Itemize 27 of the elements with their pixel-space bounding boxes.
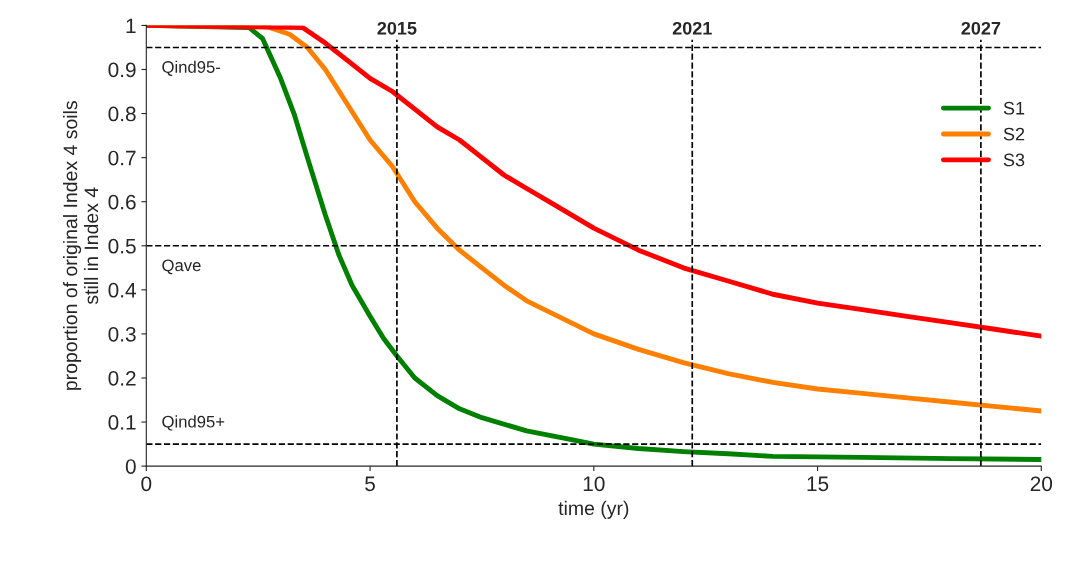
y-axis-title: proportion of original Index 4 soils still in Index 4 [63, 101, 99, 390]
annotation: 2027 [961, 21, 1001, 35]
x-tick-label: 15 [807, 476, 829, 492]
y-tick-label: 0.7 [108, 150, 136, 166]
y-tick-label: 0.6 [108, 194, 136, 210]
legend-label: S2 [1003, 127, 1025, 141]
ref-line-label: Qave [162, 259, 201, 275]
legend-label: S3 [1003, 153, 1025, 167]
y-tick-label: 0.4 [108, 282, 136, 298]
legend-label: S1 [1003, 101, 1025, 115]
ref-line-label: Qind95+ [162, 415, 225, 431]
x-tick-label: 20 [1030, 476, 1053, 492]
y-tick-label: 0.5 [108, 238, 136, 254]
y-tick-label: 1 [126, 18, 136, 33]
y-tick-label: 0.9 [108, 62, 136, 78]
y-tick-label: 0.8 [108, 106, 136, 122]
ref-line-label: Qind95- [162, 60, 221, 76]
annotation: 2021 [672, 21, 712, 35]
annotation: 2015 [377, 21, 417, 35]
x-axis-title: time (yr) [558, 500, 629, 519]
y-tick-label: 0.3 [108, 326, 136, 342]
x-tick-label: 10 [583, 476, 605, 492]
y-tick-label: 0.2 [108, 370, 136, 386]
x-tick-label: 0 [141, 476, 152, 492]
y-tick-label: 0.1 [108, 415, 136, 430]
y-tick-label: 0 [125, 459, 136, 474]
x-tick-label: 5 [365, 476, 375, 492]
